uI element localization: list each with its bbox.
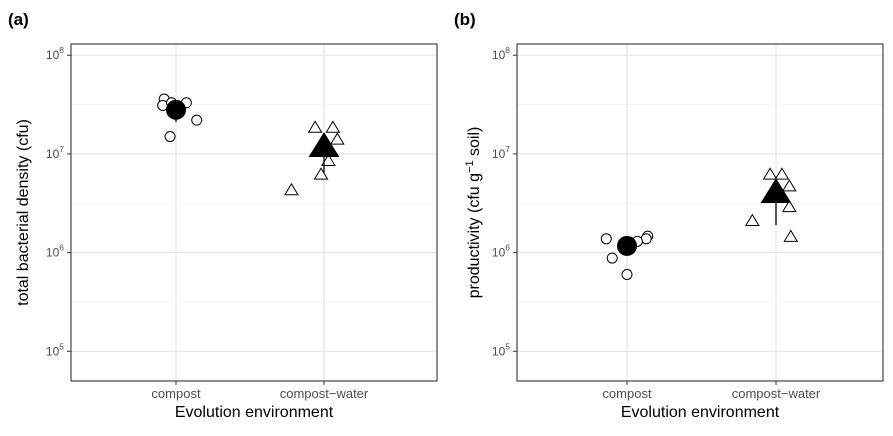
x-tick-label: compost−water bbox=[280, 386, 369, 401]
mean-marker bbox=[308, 132, 340, 158]
data-point bbox=[191, 114, 203, 126]
data-point bbox=[781, 199, 797, 213]
data-point bbox=[329, 132, 345, 145]
y-tick-label: 108 bbox=[46, 45, 64, 62]
y-axis-label: productivity (cfu g−1 soil) bbox=[464, 127, 483, 299]
data-point bbox=[325, 120, 341, 133]
y-axis-label: total bacterial density (cfu) bbox=[15, 119, 32, 306]
data-point bbox=[284, 182, 299, 196]
data-point bbox=[321, 153, 336, 167]
data-point bbox=[307, 120, 323, 133]
mean-marker bbox=[617, 235, 637, 256]
chart-panel: 105 106 107 108 compost compost−water Evolutio… bbox=[8, 10, 438, 421]
plot-border bbox=[516, 43, 884, 382]
series-group bbox=[744, 167, 799, 242]
x-tick-label: compost−water bbox=[732, 386, 821, 401]
y-tick-label: 105 bbox=[492, 341, 510, 358]
x-axis-label: Evolution environment bbox=[621, 404, 780, 421]
plot-background bbox=[71, 44, 437, 381]
data-point bbox=[313, 167, 329, 180]
y-tick-label: 106 bbox=[492, 243, 510, 260]
x-axis-label: Evolution environment bbox=[175, 404, 334, 421]
series-group bbox=[157, 93, 203, 143]
mean-marker bbox=[760, 178, 792, 204]
data-point bbox=[606, 252, 618, 264]
data-point bbox=[621, 269, 633, 281]
y-tick-label: 107 bbox=[46, 144, 64, 161]
plot-background bbox=[517, 44, 883, 381]
data-point bbox=[762, 167, 778, 180]
y-tick-label: 108 bbox=[492, 45, 510, 62]
y-tick-label: 107 bbox=[492, 144, 510, 161]
y-tick-label: 106 bbox=[46, 243, 64, 260]
data-point bbox=[774, 167, 790, 180]
x-tick-label: compost bbox=[151, 386, 201, 401]
data-point bbox=[783, 229, 799, 242]
data-point bbox=[781, 179, 797, 192]
panel-label: (a) bbox=[8, 10, 29, 29]
x-tick-label: compost bbox=[602, 386, 652, 401]
plot-border bbox=[70, 43, 438, 382]
data-point bbox=[600, 233, 612, 245]
mean-marker bbox=[166, 99, 186, 120]
data-point bbox=[164, 131, 176, 143]
chart-panel: 105 106 107 108 compost compost−water Evolutio… bbox=[454, 10, 884, 421]
data-point bbox=[744, 213, 760, 226]
y-tick-label: 105 bbox=[46, 341, 64, 358]
series-group bbox=[284, 120, 345, 196]
series-group bbox=[600, 230, 654, 281]
panel-label: (b) bbox=[454, 10, 476, 29]
